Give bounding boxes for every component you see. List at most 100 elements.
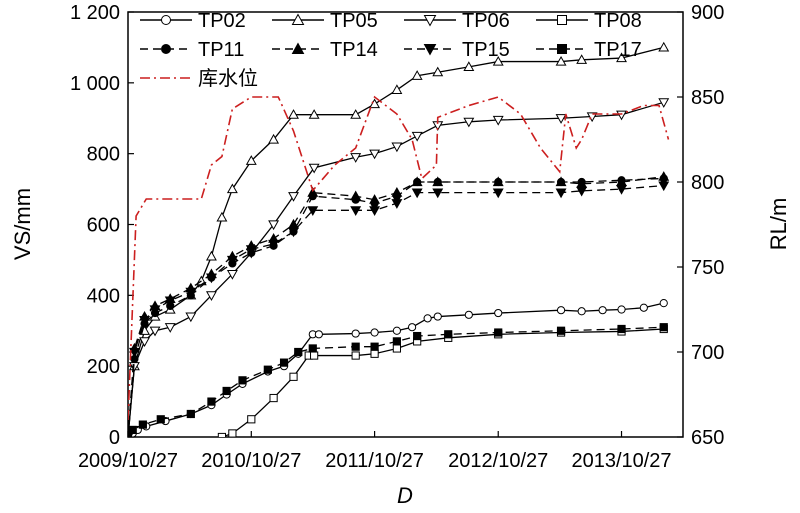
data-point — [413, 331, 422, 341]
data-point — [294, 347, 303, 357]
data-point — [149, 305, 161, 316]
data-point — [288, 192, 299, 202]
data-point — [185, 312, 197, 323]
data-point — [411, 188, 423, 199]
x-tick-label: 2012/10/27 — [448, 450, 548, 472]
x-axis-label: D — [397, 483, 413, 508]
data-point — [658, 98, 670, 108]
legend-item: 库水位 — [140, 67, 258, 90]
y-left-tick-label: 0 — [109, 427, 120, 449]
data-point — [289, 372, 298, 381]
data-point — [659, 299, 668, 308]
data-point — [492, 55, 504, 66]
data-point — [288, 109, 299, 119]
data-point — [351, 342, 360, 351]
data-point — [444, 330, 453, 339]
data-point — [205, 250, 217, 261]
data-point — [370, 349, 379, 358]
data-point — [432, 66, 444, 77]
data-point — [288, 227, 299, 238]
legend-item: TP14 — [272, 39, 378, 61]
y-left-tick-label: 1 200 — [70, 2, 120, 24]
legend-label: TP17 — [594, 39, 642, 61]
series-2 — [128, 41, 670, 437]
data-point — [288, 218, 299, 229]
data-point — [370, 328, 379, 337]
data-point — [658, 41, 670, 52]
series-4 — [217, 324, 668, 437]
series-1 — [128, 299, 668, 437]
data-point — [391, 84, 403, 95]
data-point — [186, 409, 195, 419]
legend-item: TP11 — [140, 39, 244, 61]
data-point — [128, 425, 137, 435]
data-point — [238, 376, 247, 385]
y-right-tick-label: 650 — [691, 427, 724, 449]
data-point — [268, 239, 280, 250]
data-point — [226, 183, 238, 194]
legend-item: TP06 — [404, 10, 510, 32]
data-point — [205, 291, 217, 301]
y-left-tick-label: 600 — [87, 215, 120, 237]
data-point — [307, 187, 319, 197]
data-point — [350, 190, 362, 201]
data-point — [308, 163, 320, 174]
legend-item: TP05 — [272, 10, 378, 32]
data-point — [350, 153, 362, 163]
data-point — [391, 199, 403, 209]
legend-item: TP15 — [404, 39, 510, 61]
legend-label: TP14 — [330, 39, 378, 61]
y-left-tick-label: 200 — [87, 356, 120, 378]
legend-label: TP05 — [330, 10, 378, 32]
data-point — [617, 324, 626, 334]
y-left-tick-label: 400 — [87, 285, 120, 307]
series-7 — [128, 181, 670, 437]
y-right-tick-label: 850 — [691, 87, 724, 109]
data-point — [555, 114, 567, 124]
data-point — [432, 188, 444, 199]
data-point — [617, 305, 626, 314]
data-point — [494, 328, 503, 337]
data-point — [369, 206, 381, 216]
data-point — [492, 115, 504, 126]
legend-marker — [557, 15, 567, 25]
x-tick-label: 2011/10/27 — [325, 450, 424, 472]
data-point — [556, 326, 566, 335]
data-point — [247, 415, 256, 424]
data-point — [128, 432, 133, 437]
data-point — [128, 347, 140, 358]
data-point — [639, 303, 648, 312]
data-point — [369, 194, 381, 204]
y-left-tick-label: 1 000 — [70, 73, 120, 95]
data-point — [226, 255, 238, 266]
data-point — [598, 306, 607, 315]
data-point — [245, 245, 257, 255]
data-point — [228, 429, 237, 437]
series-5 — [128, 174, 668, 437]
data-point — [216, 211, 228, 222]
data-point — [156, 415, 165, 424]
data-point — [351, 329, 360, 338]
legend-marker — [557, 44, 567, 54]
data-point — [492, 188, 504, 199]
legend-label: TP15 — [462, 39, 510, 61]
data-point — [555, 176, 567, 187]
y-right-tick-label: 700 — [691, 342, 724, 364]
y-right-tick-label: 900 — [691, 2, 724, 24]
data-point — [492, 176, 504, 187]
series-6 — [128, 171, 670, 437]
data-point — [432, 176, 444, 187]
legend-marker — [423, 15, 437, 27]
y-axis-label-left: VS/mm — [10, 188, 35, 260]
series-line — [128, 46, 664, 437]
data-point — [268, 133, 280, 144]
legend-label: 库水位 — [198, 67, 258, 90]
data-point — [576, 186, 588, 197]
series-line — [128, 326, 664, 437]
data-point — [659, 323, 668, 332]
data-point — [463, 117, 475, 128]
data-point — [279, 358, 289, 367]
data-point — [139, 316, 151, 326]
data-point — [411, 70, 423, 80]
